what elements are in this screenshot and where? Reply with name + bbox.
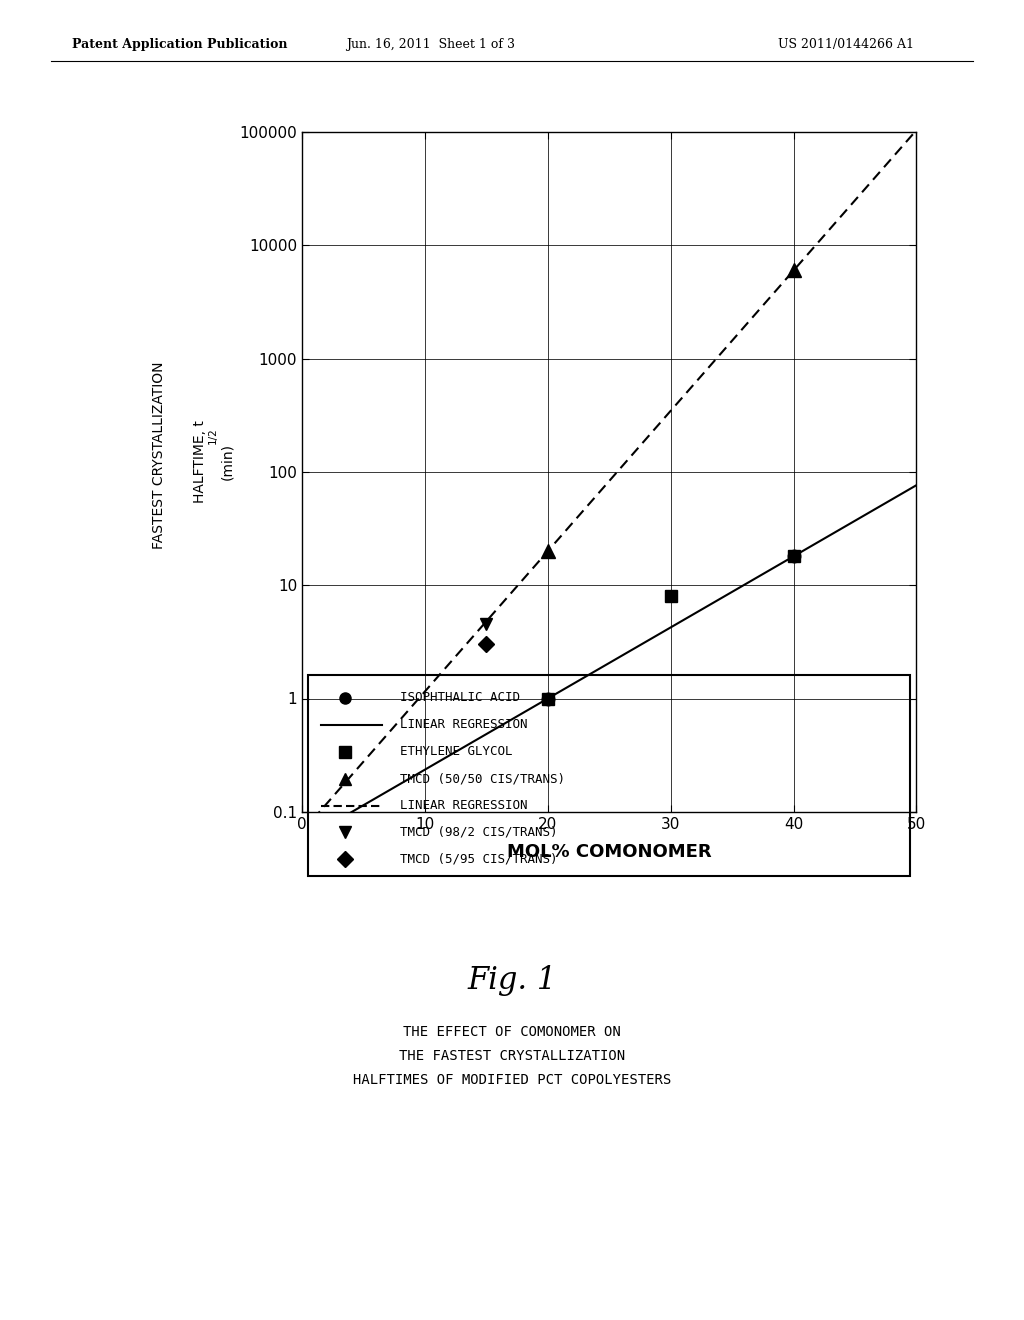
Text: LINEAR REGRESSION: LINEAR REGRESSION [400,799,528,812]
Text: HALFTIMES OF MODIFIED PCT COPOLYESTERS: HALFTIMES OF MODIFIED PCT COPOLYESTERS [353,1073,671,1086]
Text: 1/2: 1/2 [208,428,218,444]
Text: (min): (min) [220,444,234,480]
Text: TMCD (5/95 CIS/TRANS): TMCD (5/95 CIS/TRANS) [400,853,558,866]
Text: TMCD (50/50 CIS/TRANS): TMCD (50/50 CIS/TRANS) [400,772,565,785]
Text: FASTEST CRYSTALLIZATION: FASTEST CRYSTALLIZATION [152,362,166,549]
Text: ISOPHTHALIC ACID: ISOPHTHALIC ACID [400,692,520,705]
Text: THE EFFECT OF COMONOMER ON: THE EFFECT OF COMONOMER ON [403,1026,621,1039]
Text: Jun. 16, 2011  Sheet 1 of 3: Jun. 16, 2011 Sheet 1 of 3 [345,37,515,50]
Text: THE FASTEST CRYSTALLIZATION: THE FASTEST CRYSTALLIZATION [399,1049,625,1063]
Text: TMCD (98/2 CIS/TRANS): TMCD (98/2 CIS/TRANS) [400,826,558,840]
Text: Patent Application Publication: Patent Application Publication [72,37,287,50]
Text: HALFTIME, t: HALFTIME, t [193,421,207,503]
Text: US 2011/0144266 A1: US 2011/0144266 A1 [778,37,914,50]
Text: ETHYLENE GLYCOL: ETHYLENE GLYCOL [400,744,513,758]
Text: Fig. 1: Fig. 1 [467,965,557,997]
Text: LINEAR REGRESSION: LINEAR REGRESSION [400,718,528,731]
X-axis label: MOL% COMONOMER: MOL% COMONOMER [507,842,712,861]
